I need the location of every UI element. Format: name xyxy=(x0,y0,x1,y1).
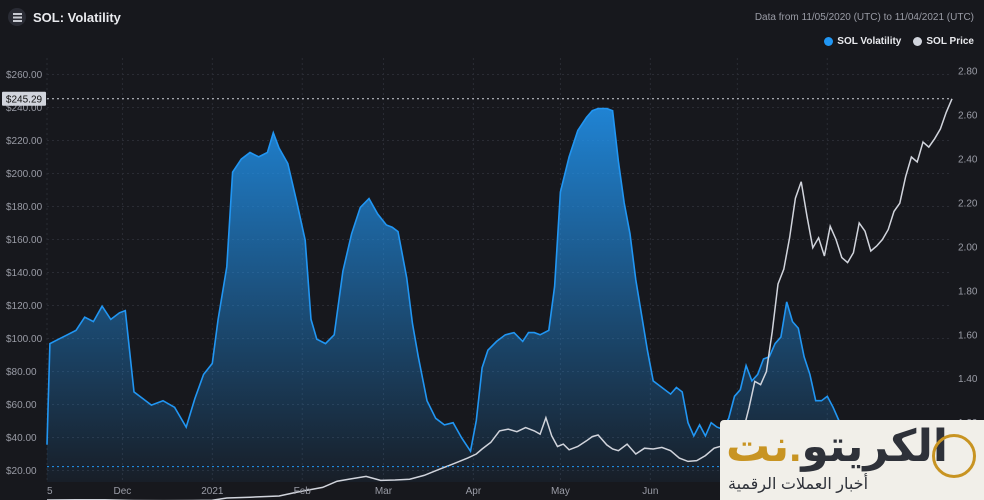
volatility-line xyxy=(46,107,843,454)
left-axis-tick: $100.00 xyxy=(6,334,43,345)
watermark-subtitle: أخبار العملات الرقمية xyxy=(728,476,869,493)
current-price-badge xyxy=(2,91,46,106)
x-axis-tick: Jun xyxy=(642,486,658,497)
watermark-logo: الكريتو.نت أخبار العملات الرقمية xyxy=(720,420,984,500)
left-axis-tick: $200.00 xyxy=(6,169,43,180)
watermark-title: الكريتو.نت xyxy=(726,422,949,471)
left-axis-tick: $220.00 xyxy=(6,136,43,147)
x-axis-tick: May xyxy=(551,486,570,497)
right-axis-tick: 2.00 xyxy=(958,242,978,253)
left-axis-tick: $120.00 xyxy=(6,301,43,312)
solana-logo-icon xyxy=(8,8,26,26)
chart-title: SOL: Volatility xyxy=(33,10,121,25)
chart-legend: SOL Volatility SOL Price xyxy=(824,36,974,47)
left-axis-tick: $180.00 xyxy=(6,202,43,213)
legend-label-volatility: SOL Volatility xyxy=(837,36,902,47)
left-axis-tick: $260.00 xyxy=(6,70,43,81)
x-axis-tick: Mar xyxy=(375,486,393,497)
left-axis-tick: $140.00 xyxy=(6,268,43,279)
coin-icon xyxy=(932,434,976,478)
legend-dot-price xyxy=(913,37,923,46)
price-line xyxy=(46,98,953,500)
x-axis-tick: 2021 xyxy=(201,486,224,497)
left-axis-tick: $40.00 xyxy=(6,433,37,444)
right-axis-tick: 1.60 xyxy=(958,330,978,341)
chart-header: SOL: Volatility Data from 11/05/2020 (UT… xyxy=(0,0,984,36)
right-axis-tick: 1.80 xyxy=(958,286,978,297)
x-axis-tick: Feb xyxy=(294,486,312,497)
x-axis-tick: Dec xyxy=(114,486,132,497)
solana-bars-icon xyxy=(12,12,22,22)
left-axis-tick: $160.00 xyxy=(6,235,43,246)
x-axis-tick: 5 xyxy=(47,486,53,497)
x-axis-tick: Apr xyxy=(466,486,482,497)
volatility-area xyxy=(47,108,842,482)
right-axis-tick: 1.40 xyxy=(958,374,978,385)
right-axis-tick: 2.80 xyxy=(958,67,978,78)
legend-item-price[interactable]: SOL Price xyxy=(913,36,974,47)
left-axis-tick: $80.00 xyxy=(6,367,37,378)
right-axis-tick: 2.20 xyxy=(958,198,978,209)
left-axis-tick: $20.00 xyxy=(6,466,37,477)
left-axis-tick: $60.00 xyxy=(6,400,37,411)
date-range-label: Data from 11/05/2020 (UTC) to 11/04/2021… xyxy=(754,12,974,23)
right-axis-tick: 2.40 xyxy=(958,155,978,166)
right-axis-tick: 2.60 xyxy=(958,111,978,122)
legend-dot-volatility xyxy=(824,37,834,46)
current-price-label: $245.29 xyxy=(6,94,43,105)
legend-label-price: SOL Price xyxy=(926,36,974,47)
legend-item-volatility[interactable]: SOL Volatility xyxy=(824,36,901,47)
left-axis-tick: $240.00 xyxy=(6,103,43,114)
